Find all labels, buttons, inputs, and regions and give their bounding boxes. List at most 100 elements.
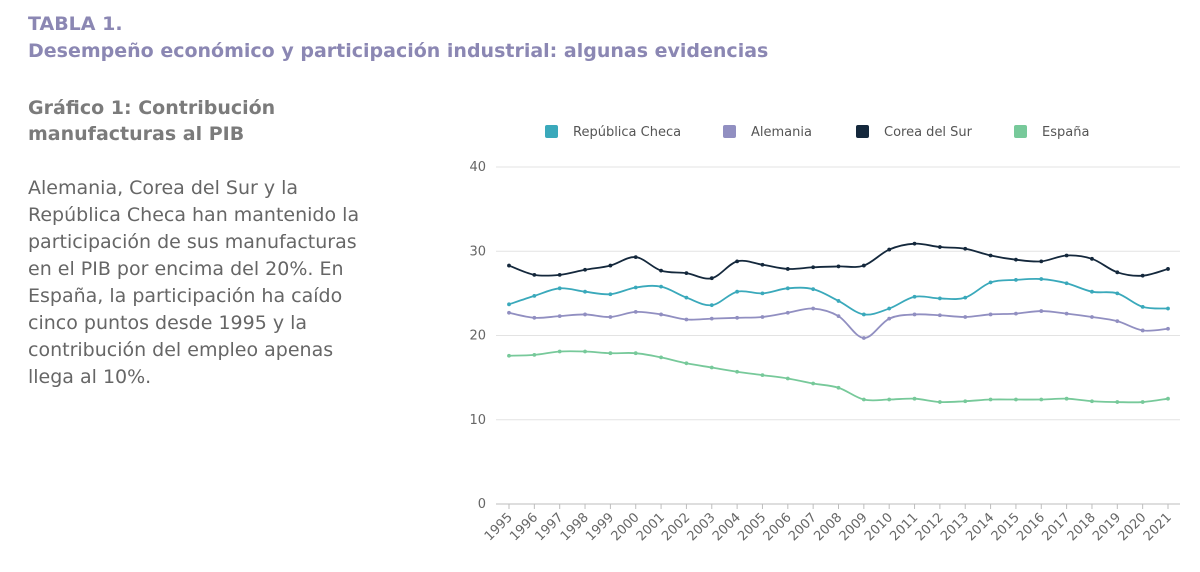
data-point-espana: [912, 396, 917, 401]
data-point-republica-checa: [811, 287, 816, 292]
data-point-espana: [684, 361, 689, 366]
x-tick-label: 1999: [583, 510, 617, 544]
x-tick-label: 2001: [634, 510, 668, 544]
data-point-alemania: [836, 314, 841, 319]
data-point-republica-checa: [785, 286, 790, 291]
data-point-republica-checa: [861, 312, 866, 317]
x-tick-label: 1997: [533, 510, 567, 544]
data-point-corea-del-sur: [532, 272, 537, 277]
data-point-alemania: [785, 310, 790, 315]
data-point-republica-checa: [1166, 306, 1170, 311]
data-point-republica-checa: [1039, 277, 1044, 281]
data-point-alemania: [760, 315, 765, 319]
x-tick-label: 2006: [761, 510, 795, 544]
data-point-corea-del-sur: [1064, 253, 1069, 258]
data-point-corea-del-sur: [963, 246, 968, 251]
legend-label-corea-del-sur: Corea del Sur: [884, 125, 973, 140]
data-point-corea-del-sur: [811, 265, 816, 270]
data-point-corea-del-sur: [633, 255, 638, 260]
data-point-espana: [1115, 400, 1120, 404]
data-point-espana: [507, 353, 511, 358]
data-point-alemania: [861, 336, 866, 340]
data-point-republica-checa: [1115, 291, 1120, 296]
x-tick-label: 2014: [963, 510, 997, 544]
y-tick-label: 20: [469, 329, 486, 344]
x-tick-label: 2010: [862, 510, 896, 544]
data-point-espana: [836, 385, 841, 390]
x-tick-label: 2000: [609, 510, 643, 544]
data-point-alemania: [507, 310, 511, 315]
data-point-corea-del-sur: [887, 247, 892, 252]
x-tick-label: 2018: [1065, 510, 1099, 544]
data-point-espana: [532, 352, 537, 357]
data-point-alemania: [988, 312, 993, 317]
data-point-espana: [1090, 399, 1094, 404]
data-point-espana: [1039, 397, 1044, 402]
x-tick-label: 1998: [558, 510, 592, 544]
data-point-republica-checa: [735, 289, 740, 294]
legend-swatch-corea-del-sur: [856, 125, 869, 138]
data-point-alemania: [963, 315, 968, 319]
data-point-espana: [937, 400, 942, 404]
data-point-corea-del-sur: [937, 245, 942, 249]
data-point-espana: [1140, 400, 1145, 404]
data-point-espana: [583, 349, 587, 354]
data-point-alemania: [1140, 328, 1145, 333]
data-point-alemania: [684, 317, 689, 322]
data-point-espana: [1014, 397, 1018, 402]
data-point-corea-del-sur: [760, 262, 765, 267]
x-tick-label: 2011: [887, 510, 921, 544]
data-point-republica-checa: [1014, 277, 1018, 282]
data-point-corea-del-sur: [659, 268, 663, 273]
data-point-alemania: [1166, 326, 1170, 331]
x-tick-label: 2019: [1090, 510, 1124, 544]
data-point-alemania: [659, 312, 663, 317]
data-point-espana: [735, 369, 740, 374]
data-point-espana: [760, 373, 765, 377]
data-point-alemania: [709, 316, 714, 321]
data-point-corea-del-sur: [608, 263, 613, 268]
data-point-republica-checa: [937, 296, 942, 301]
data-point-alemania: [1115, 319, 1120, 324]
y-tick-label: 10: [469, 413, 486, 428]
series-line-republica-checa: [508, 277, 1169, 316]
data-point-republica-checa: [557, 286, 562, 291]
data-point-alemania: [1014, 311, 1018, 316]
data-point-espana: [633, 351, 638, 356]
data-point-republica-checa: [1064, 281, 1069, 286]
data-point-alemania: [557, 314, 562, 319]
data-point-alemania: [1064, 311, 1069, 316]
data-point-corea-del-sur: [1140, 273, 1145, 278]
data-point-alemania: [1090, 315, 1094, 319]
data-point-alemania: [912, 312, 917, 317]
data-point-republica-checa: [836, 299, 841, 303]
data-point-republica-checa: [507, 302, 511, 307]
legend-label-republica-checa: República Checa: [573, 125, 681, 140]
x-tick-label: 2016: [1014, 510, 1048, 544]
x-tick-label: 2008: [811, 510, 845, 544]
x-tick-label: 2017: [1039, 510, 1073, 544]
x-tick-label: 2007: [786, 510, 820, 544]
data-point-republica-checa: [532, 294, 537, 298]
data-point-alemania: [608, 315, 613, 319]
data-point-republica-checa: [684, 295, 689, 300]
data-point-corea-del-sur: [507, 263, 511, 268]
data-point-espana: [709, 365, 714, 370]
data-point-corea-del-sur: [861, 263, 866, 268]
data-point-alemania: [1039, 309, 1044, 313]
data-point-corea-del-sur: [1014, 257, 1018, 262]
data-point-alemania: [937, 313, 942, 318]
data-point-corea-del-sur: [557, 272, 562, 277]
data-point-corea-del-sur: [912, 241, 917, 246]
data-point-alemania: [583, 312, 587, 317]
x-tick-label: 2020: [1115, 510, 1149, 544]
data-point-espana: [785, 376, 790, 381]
data-point-alemania: [532, 315, 537, 320]
data-point-republica-checa: [583, 289, 587, 294]
data-point-espana: [1166, 396, 1170, 401]
legend-swatch-espana: [1014, 125, 1027, 138]
data-point-republica-checa: [887, 306, 892, 311]
data-point-corea-del-sur: [735, 259, 740, 264]
x-tick-label: 2003: [685, 510, 719, 544]
